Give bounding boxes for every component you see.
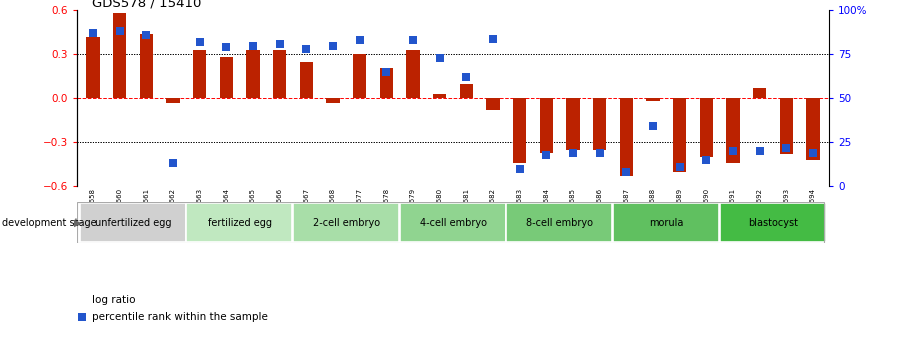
Bar xyxy=(540,98,553,152)
Bar xyxy=(513,98,526,163)
Bar xyxy=(406,50,419,98)
Point xyxy=(299,46,313,52)
Point xyxy=(406,38,420,43)
Bar xyxy=(673,98,687,171)
Point xyxy=(619,169,633,175)
Point xyxy=(326,43,341,48)
Bar xyxy=(699,98,713,157)
Bar xyxy=(219,57,233,98)
Bar xyxy=(459,83,473,98)
Bar xyxy=(300,62,313,98)
Bar xyxy=(620,98,633,176)
Point xyxy=(539,152,554,157)
Bar xyxy=(273,50,286,98)
Text: 4-cell embryo: 4-cell embryo xyxy=(419,218,487,227)
Bar xyxy=(246,50,260,98)
Bar xyxy=(646,98,660,101)
Point xyxy=(593,150,607,156)
Bar xyxy=(293,203,400,243)
Bar xyxy=(400,203,506,243)
Text: development stage: development stage xyxy=(2,218,96,227)
Text: GDS578 / 15410: GDS578 / 15410 xyxy=(92,0,201,9)
Bar xyxy=(753,88,766,98)
Point xyxy=(140,32,154,38)
Bar xyxy=(613,203,719,243)
Bar xyxy=(780,98,793,154)
Point xyxy=(726,148,740,154)
Bar xyxy=(719,203,825,243)
Point xyxy=(246,43,260,48)
Point xyxy=(779,145,794,150)
Point xyxy=(432,55,447,61)
Point xyxy=(75,315,90,320)
Bar xyxy=(326,98,340,103)
Text: percentile rank within the sample: percentile rank within the sample xyxy=(92,313,268,322)
Bar xyxy=(433,94,447,98)
Bar xyxy=(593,98,606,150)
Point xyxy=(219,45,234,50)
Point xyxy=(486,36,500,41)
Bar xyxy=(353,54,366,98)
Bar xyxy=(487,98,500,110)
Bar xyxy=(187,203,293,243)
Point xyxy=(646,124,660,129)
Bar xyxy=(727,98,739,163)
Text: 2-cell embryo: 2-cell embryo xyxy=(313,218,380,227)
Point xyxy=(352,38,367,43)
Point xyxy=(166,161,180,166)
Bar xyxy=(167,98,179,103)
Point xyxy=(273,41,287,47)
Point xyxy=(752,148,766,154)
Bar xyxy=(380,68,393,98)
Point xyxy=(379,69,393,75)
Point xyxy=(86,30,101,36)
Bar xyxy=(80,203,186,243)
Text: morula: morula xyxy=(649,218,683,227)
Text: log ratio: log ratio xyxy=(92,295,136,305)
Point xyxy=(672,164,687,170)
Point xyxy=(805,150,820,156)
Bar xyxy=(140,34,153,98)
Bar xyxy=(193,50,207,98)
Point xyxy=(459,75,474,80)
Text: ▶: ▶ xyxy=(74,218,82,227)
Point xyxy=(112,29,127,34)
Bar xyxy=(506,203,612,243)
Point xyxy=(192,39,207,45)
Point xyxy=(565,150,580,156)
Text: fertilized egg: fertilized egg xyxy=(207,218,272,227)
Text: blastocyst: blastocyst xyxy=(748,218,798,227)
Text: unfertilized egg: unfertilized egg xyxy=(95,218,171,227)
Text: 8-cell embryo: 8-cell embryo xyxy=(526,218,593,227)
Point xyxy=(513,166,527,171)
Bar xyxy=(113,13,126,98)
Bar xyxy=(86,37,100,98)
Bar xyxy=(566,98,580,150)
Bar xyxy=(806,98,820,160)
Point xyxy=(699,157,714,162)
